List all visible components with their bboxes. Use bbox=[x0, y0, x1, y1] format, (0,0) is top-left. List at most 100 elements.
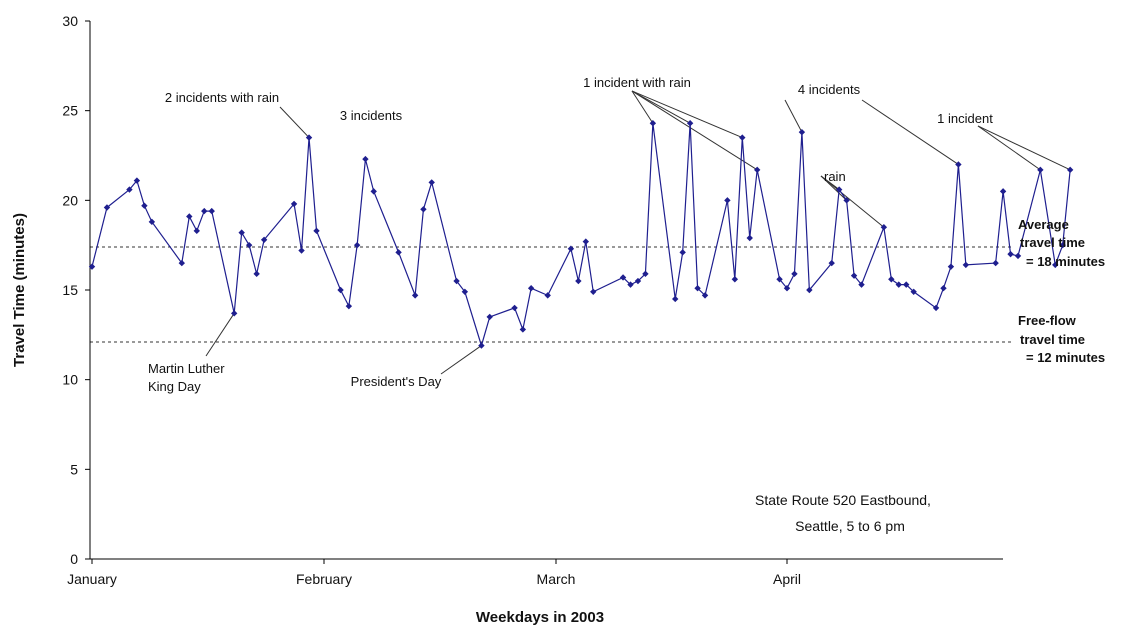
data-point bbox=[313, 227, 320, 235]
reference-lines bbox=[90, 246, 1014, 343]
data-point bbox=[858, 281, 865, 288]
data-point bbox=[411, 292, 419, 299]
annotation-label: King Day bbox=[148, 379, 201, 394]
data-point bbox=[575, 277, 582, 285]
data-point bbox=[791, 270, 798, 278]
data-point bbox=[141, 202, 148, 209]
data-point bbox=[208, 207, 215, 215]
average-label-line-2: travel time bbox=[1020, 235, 1085, 250]
y-tick-label: 20 bbox=[62, 192, 78, 208]
data-point bbox=[895, 281, 902, 288]
data-point bbox=[567, 245, 575, 252]
data-point bbox=[672, 295, 679, 303]
data-point bbox=[701, 292, 709, 299]
y-tick-label: 15 bbox=[62, 282, 78, 298]
data-point bbox=[590, 288, 597, 295]
data-point bbox=[126, 186, 133, 193]
annotation-label: rain bbox=[824, 169, 846, 184]
data-point bbox=[850, 272, 858, 279]
data-point bbox=[582, 238, 590, 245]
data-point bbox=[193, 227, 200, 235]
annotations: 2 incidents with rain 3 incidents 1 incide… bbox=[148, 75, 993, 394]
data-point bbox=[238, 229, 245, 236]
data-point bbox=[148, 218, 156, 226]
data-point bbox=[362, 155, 369, 163]
data-point bbox=[776, 276, 783, 283]
annotation-leader bbox=[977, 125, 1071, 171]
annotation-label: 4 incidents bbox=[798, 82, 861, 97]
data-point bbox=[724, 197, 731, 204]
data-point bbox=[345, 302, 353, 310]
data-point bbox=[910, 288, 917, 295]
data-point bbox=[544, 292, 551, 299]
annotation-leader bbox=[205, 313, 235, 357]
series-line bbox=[91, 123, 1071, 348]
chart-note: State Route 520 Eastbound, Seattle, 5 to… bbox=[755, 492, 931, 534]
average-label-line-1: Average bbox=[1018, 217, 1069, 232]
data-point bbox=[428, 179, 435, 186]
data-point bbox=[828, 259, 835, 267]
data-point bbox=[1066, 166, 1074, 174]
annotation-leader bbox=[861, 99, 959, 165]
annotation-leader bbox=[631, 90, 743, 139]
data-point bbox=[835, 186, 843, 193]
y-tick-label: 0 bbox=[70, 551, 78, 567]
data-point bbox=[739, 134, 746, 141]
data-point bbox=[888, 276, 895, 283]
data-point bbox=[305, 134, 313, 141]
reference-line-label-average: Average travel time = 18 minutes bbox=[1018, 217, 1105, 269]
note-line-2: Seattle, 5 to 6 pm bbox=[795, 518, 905, 534]
data-point bbox=[679, 249, 686, 256]
data-point bbox=[103, 204, 111, 211]
annotation-label: 1 incident with rain bbox=[583, 75, 691, 90]
annotation-leader bbox=[820, 175, 885, 228]
data-point bbox=[999, 188, 1007, 195]
data-point bbox=[420, 206, 427, 213]
data-point bbox=[337, 286, 344, 294]
data-point bbox=[783, 285, 791, 292]
y-tick-label: 25 bbox=[62, 103, 78, 119]
data-point bbox=[1007, 250, 1014, 258]
annotation-label: 3 incidents bbox=[340, 108, 403, 123]
annotation-leader bbox=[440, 345, 482, 375]
series-travel-time bbox=[88, 120, 1074, 349]
data-point bbox=[178, 259, 186, 267]
x-axis-title: Weekdays in 2003 bbox=[476, 609, 604, 626]
data-point bbox=[260, 236, 268, 243]
annotation-leader bbox=[279, 106, 310, 138]
data-point bbox=[955, 161, 962, 168]
data-point bbox=[230, 310, 238, 317]
y-tick-label: 30 bbox=[62, 13, 78, 29]
data-point bbox=[694, 285, 701, 292]
annotation-label: Martin Luther bbox=[148, 361, 225, 376]
y-tick-label: 10 bbox=[62, 372, 78, 388]
x-tick-label: March bbox=[537, 571, 576, 587]
data-point bbox=[649, 120, 657, 127]
data-point bbox=[932, 304, 940, 312]
y-tick-label: 5 bbox=[70, 461, 78, 477]
data-point bbox=[519, 326, 527, 333]
data-point bbox=[478, 342, 485, 349]
data-point bbox=[634, 277, 642, 285]
data-point bbox=[806, 286, 813, 294]
data-point bbox=[619, 274, 627, 281]
average-label-line-3: = 18 minutes bbox=[1026, 254, 1105, 269]
data-point bbox=[903, 281, 910, 288]
data-point bbox=[1052, 261, 1059, 269]
annotation-leader bbox=[631, 90, 691, 124]
data-point bbox=[453, 277, 460, 285]
data-point bbox=[370, 188, 377, 195]
data-point bbox=[880, 224, 888, 231]
data-point bbox=[962, 261, 970, 269]
data-point bbox=[511, 304, 518, 312]
data-point bbox=[627, 281, 634, 288]
annotation-leader bbox=[977, 125, 1041, 171]
y-axis-title: Travel Time (minutes) bbox=[11, 213, 28, 367]
data-point bbox=[201, 207, 208, 215]
reference-line-label-free-flow: Free-flow travel time = 12 minutes bbox=[1018, 313, 1105, 365]
data-point bbox=[253, 270, 260, 278]
annotation-leaders bbox=[205, 90, 1071, 375]
data-point bbox=[686, 120, 694, 127]
data-point bbox=[992, 259, 999, 267]
